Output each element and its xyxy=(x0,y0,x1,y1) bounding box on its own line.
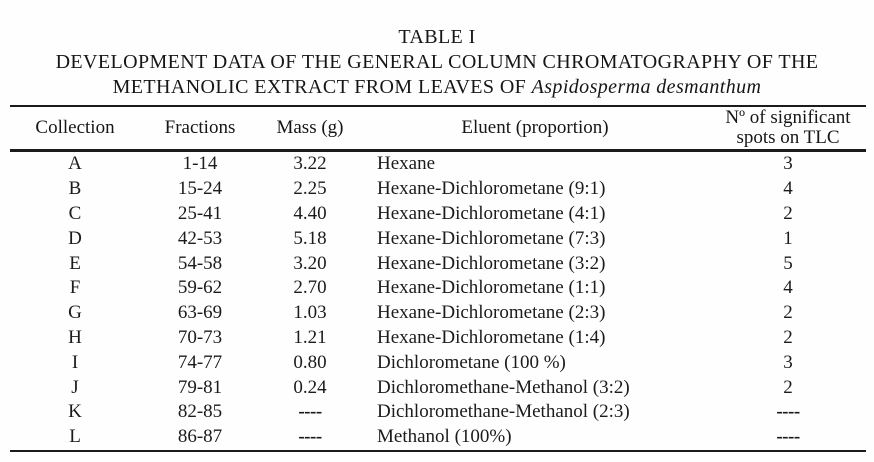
table-row: J 79-81 0.24 Dichloromethane-Methanol (3… xyxy=(10,375,866,400)
cell-spots: 2 xyxy=(783,326,793,348)
cell-fractions: 54-58 xyxy=(177,252,223,274)
cell-fractions: 15-24 xyxy=(177,178,223,200)
caption-line-2: DEVELOPMENT DATA OF THE GENERAL COLUMN C… xyxy=(55,51,819,73)
cell-mass: 0.24 xyxy=(293,376,327,398)
cell-spots: 1 xyxy=(783,227,793,249)
cell-spots: 3 xyxy=(783,153,793,175)
cell-spots: 2 xyxy=(783,302,793,324)
table-number: TABLE I xyxy=(398,26,476,48)
cell-collection: G xyxy=(68,302,82,324)
cell-spots: 2 xyxy=(783,202,793,224)
cell-collection: C xyxy=(68,202,82,224)
column-header-fractions: Fractions xyxy=(164,117,236,138)
table-caption: TABLE I DEVELOPMENT DATA OF THE GENERAL … xyxy=(0,25,874,100)
cell-eluent: Hexane xyxy=(377,153,436,175)
cell-mass: 5.18 xyxy=(293,227,327,249)
cell-mass: 2.70 xyxy=(293,277,327,299)
table-rule-bottom xyxy=(10,449,866,452)
cell-spots: 3 xyxy=(783,351,793,373)
caption-line-3: METHANOLIC EXTRACT FROM LEAVES OF Aspido… xyxy=(0,75,874,100)
cell-mass: 2.25 xyxy=(293,178,327,200)
table-header-row: Collection Fractions Mass (g) Eluent (pr… xyxy=(10,107,866,149)
cell-eluent: Hexane-Dichlorometane (1:4) xyxy=(377,326,606,348)
table-row: D 42-53 5.18 Hexane-Dichlorometane (7:3)… xyxy=(10,226,866,251)
cell-eluent: Hexane-Dichlorometane (7:3) xyxy=(377,227,606,249)
cell-fractions: 25-41 xyxy=(177,202,223,224)
cell-collection: L xyxy=(69,426,81,448)
cell-collection: I xyxy=(71,351,79,373)
column-header-collection: Collection xyxy=(35,117,115,138)
table-row: B 15-24 2.25 Hexane-Dichlorometane (9:1)… xyxy=(10,177,866,202)
cell-eluent: Methanol (100%) xyxy=(377,426,512,448)
table-row: E 54-58 3.20 Hexane-Dichlorometane (3:2)… xyxy=(10,251,866,276)
cell-spots: 4 xyxy=(783,178,793,200)
data-table: Collection Fractions Mass (g) Eluent (pr… xyxy=(10,105,866,452)
cell-collection: A xyxy=(68,153,82,175)
cell-fractions: 79-81 xyxy=(177,376,223,398)
cell-eluent: Dichlorometane (100 %) xyxy=(377,351,566,373)
cell-eluent: Hexane-Dichlorometane (3:2) xyxy=(377,252,606,274)
cell-mass: ---- xyxy=(298,426,322,448)
cell-collection: B xyxy=(68,178,82,200)
cell-fractions: 74-77 xyxy=(177,351,223,373)
table-row: A 1-14 3.22 Hexane 3 xyxy=(10,152,866,177)
column-header-spots-line1: Nº of significant xyxy=(725,107,851,128)
table-rule-header xyxy=(10,149,866,152)
cell-fractions: 59-62 xyxy=(177,277,223,299)
table-row: G 63-69 1.03 Hexane-Dichlorometane (2:3)… xyxy=(10,301,866,326)
cell-eluent: Hexane-Dichlorometane (9:1) xyxy=(377,178,606,200)
cell-fractions: 70-73 xyxy=(177,326,223,348)
table-row: C 25-41 4.40 Hexane-Dichlorometane (4:1)… xyxy=(10,202,866,227)
cell-mass: 4.40 xyxy=(293,202,327,224)
table-row: I 74-77 0.80 Dichlorometane (100 %) 3 xyxy=(10,350,866,375)
cell-spots: 2 xyxy=(783,376,793,398)
table-row: H 70-73 1.21 Hexane-Dichlorometane (1:4)… xyxy=(10,326,866,351)
cell-collection: J xyxy=(71,376,79,398)
caption-line-3-regular: METHANOLIC EXTRACT FROM LEAVES OF xyxy=(112,76,532,98)
table-rule-top xyxy=(10,105,866,107)
cell-fractions: 86-87 xyxy=(177,426,223,448)
cell-fractions: 1-14 xyxy=(182,153,218,175)
cell-spots: 4 xyxy=(783,277,793,299)
cell-collection: H xyxy=(68,326,82,348)
cell-mass: 1.03 xyxy=(293,302,327,324)
cell-collection: D xyxy=(68,227,82,249)
species-name: Aspidosperma desmanthum xyxy=(531,76,762,98)
cell-mass: 3.22 xyxy=(293,153,327,175)
table-row: F 59-62 2.70 Hexane-Dichlorometane (1:1)… xyxy=(10,276,866,301)
cell-fractions: 63-69 xyxy=(177,302,223,324)
cell-eluent: Hexane-Dichlorometane (2:3) xyxy=(377,302,606,324)
table-row: K 82-85 ---- Dichloromethane-Methanol (2… xyxy=(10,400,866,425)
cell-eluent: Hexane-Dichlorometane (1:1) xyxy=(377,277,606,299)
cell-mass: ---- xyxy=(298,401,322,423)
column-header-spots: Nº of significant spots on TLC xyxy=(710,108,866,148)
cell-collection: K xyxy=(68,401,82,423)
table-row: L 86-87 ---- Methanol (100%) ---- xyxy=(10,425,866,450)
column-header-mass: Mass (g) xyxy=(276,117,344,138)
cell-fractions: 42-53 xyxy=(177,227,223,249)
cell-mass: 3.20 xyxy=(293,252,327,274)
cell-collection: F xyxy=(69,277,81,299)
cell-fractions: 82-85 xyxy=(177,401,223,423)
table-body: A 1-14 3.22 Hexane 3 B 15-24 2.25 Hexane… xyxy=(10,152,866,450)
cell-spots: 5 xyxy=(783,252,793,274)
cell-mass: 0.80 xyxy=(293,351,327,373)
cell-mass: 1.21 xyxy=(293,326,327,348)
column-header-eluent: Eluent (proportion) xyxy=(461,117,609,138)
column-header-spots-line2: spots on TLC xyxy=(736,127,840,148)
cell-eluent: Dichloromethane-Methanol (3:2) xyxy=(377,376,630,398)
cell-eluent: Hexane-Dichlorometane (4:1) xyxy=(377,202,606,224)
cell-eluent: Dichloromethane-Methanol (2:3) xyxy=(377,401,630,423)
cell-collection: E xyxy=(69,252,81,274)
cell-spots: ---- xyxy=(776,401,800,423)
cell-spots: ---- xyxy=(776,426,800,448)
